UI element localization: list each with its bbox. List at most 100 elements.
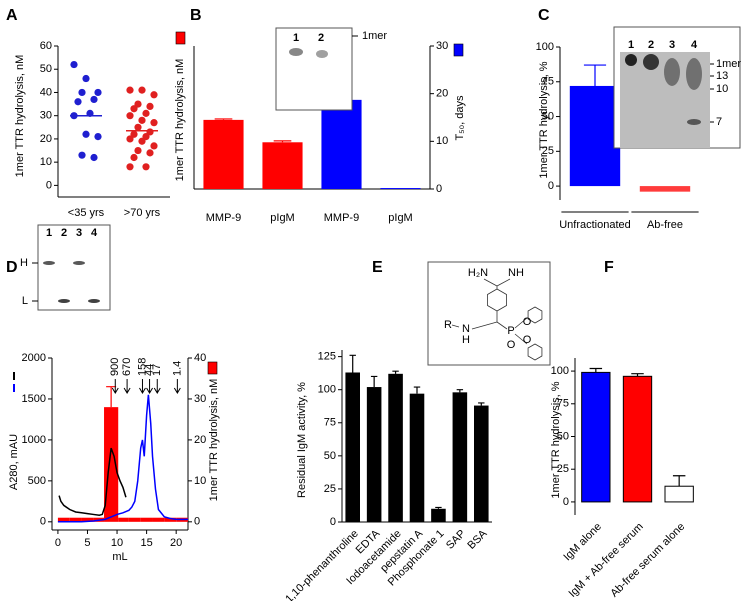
bar xyxy=(104,407,119,522)
line xyxy=(58,447,127,517)
bar xyxy=(203,119,244,189)
bar xyxy=(380,188,421,190)
y-tick-label: 0 xyxy=(563,496,569,508)
bar xyxy=(345,372,360,522)
point xyxy=(130,153,138,162)
error-bar xyxy=(370,375,378,388)
marker-arrow xyxy=(123,379,131,394)
y-tick-label: 10 xyxy=(436,135,448,147)
point xyxy=(94,88,102,97)
x-tick-label: pIgM xyxy=(388,212,412,224)
band-label: 13 xyxy=(716,70,728,82)
bar xyxy=(262,142,303,189)
error-bar xyxy=(583,64,607,86)
marker-label: 1.4 xyxy=(171,361,183,376)
gel-band xyxy=(686,58,702,90)
x-tick-label: MMP-9 xyxy=(206,212,241,224)
x-tick-label: 10 xyxy=(111,537,123,549)
gel-band xyxy=(73,261,85,265)
y-tick-label: 0 xyxy=(436,183,442,195)
x-tick-label: 20 xyxy=(170,537,182,549)
marker-label: 44 xyxy=(143,364,155,376)
point xyxy=(138,137,146,145)
marker-label: 670 xyxy=(121,358,133,376)
bar xyxy=(452,392,468,522)
band-label: 1mer xyxy=(362,30,387,42)
band-label: H xyxy=(20,257,28,269)
gel-image xyxy=(620,52,710,148)
lane-label: 2 xyxy=(318,32,324,44)
structure-label: N xyxy=(462,323,470,335)
y-tick-label: 10 xyxy=(40,156,52,168)
lane-label: 3 xyxy=(76,227,82,239)
point xyxy=(90,95,98,104)
point xyxy=(150,142,158,150)
point xyxy=(78,88,86,97)
point xyxy=(146,149,154,157)
bar xyxy=(152,517,165,522)
error-bar xyxy=(589,367,603,373)
y-tick-label: 40 xyxy=(194,352,206,364)
marker-label: 900 xyxy=(109,358,121,376)
structure-label: P xyxy=(507,325,514,337)
gel-band xyxy=(88,299,100,303)
point xyxy=(126,163,134,171)
structure-inset xyxy=(427,261,551,366)
lane-label: 2 xyxy=(61,227,67,239)
x-tick-label: 15 xyxy=(140,537,152,549)
y-tick-label: 0 xyxy=(40,516,46,528)
gel-band xyxy=(58,299,70,303)
error-bar xyxy=(106,386,117,408)
gel-band xyxy=(625,54,637,66)
point xyxy=(82,130,90,138)
bar xyxy=(164,517,177,522)
legend-key xyxy=(207,361,218,375)
legend-key xyxy=(175,31,186,45)
gel-band xyxy=(43,261,55,265)
y-tick-label: 75 xyxy=(324,417,336,429)
y-tick-label: 125 xyxy=(318,351,336,363)
error-bar xyxy=(413,386,421,394)
structure-label: H₂N xyxy=(468,267,488,279)
error-bar xyxy=(435,506,442,509)
y-tick-label: 20 xyxy=(436,88,448,100)
x-tick-label: Unfractionated xyxy=(559,219,631,231)
bar xyxy=(366,387,382,522)
x-tick-label: BSA xyxy=(465,527,490,552)
y-tick-label: 100 xyxy=(551,365,569,377)
x-tick-label: IgM + Ab-free serum xyxy=(567,521,646,600)
axis-title: mL xyxy=(112,551,127,563)
bar xyxy=(140,517,153,522)
y-tick-label: 100 xyxy=(318,384,336,396)
y-tick-label: 60 xyxy=(40,40,52,52)
y-tick-label: 25 xyxy=(542,145,554,157)
y-tick-label: 50 xyxy=(557,430,569,442)
point xyxy=(134,123,142,131)
lane-label: 2 xyxy=(648,39,654,51)
y-tick-label: 30 xyxy=(40,110,52,122)
marker-label: 17 xyxy=(151,364,163,376)
band-label: 1mer xyxy=(716,58,741,70)
point xyxy=(146,102,154,110)
panel-letter: F xyxy=(604,259,614,276)
y-tick-label: 0 xyxy=(46,179,52,191)
x-tick-label: <35 yrs xyxy=(68,207,105,219)
structure-label: O xyxy=(523,334,532,346)
point xyxy=(94,133,102,141)
panel-letter: D xyxy=(6,259,18,276)
axis-title: 1mer TTR hydrolysis, nM xyxy=(174,59,186,182)
bar xyxy=(581,371,611,503)
marker-arrow xyxy=(173,379,181,394)
x-tick-label: IgM alone xyxy=(561,521,604,564)
point xyxy=(138,86,146,94)
point xyxy=(142,109,150,117)
gel-band xyxy=(687,119,701,125)
line xyxy=(57,394,188,523)
y-tick-label: 50 xyxy=(40,63,52,75)
gel-band xyxy=(289,48,303,56)
y-tick-label: 25 xyxy=(557,463,569,475)
error-bar xyxy=(672,475,686,487)
y-tick-label: 10 xyxy=(194,475,206,487)
axis-title: A280, mAU xyxy=(8,434,20,490)
